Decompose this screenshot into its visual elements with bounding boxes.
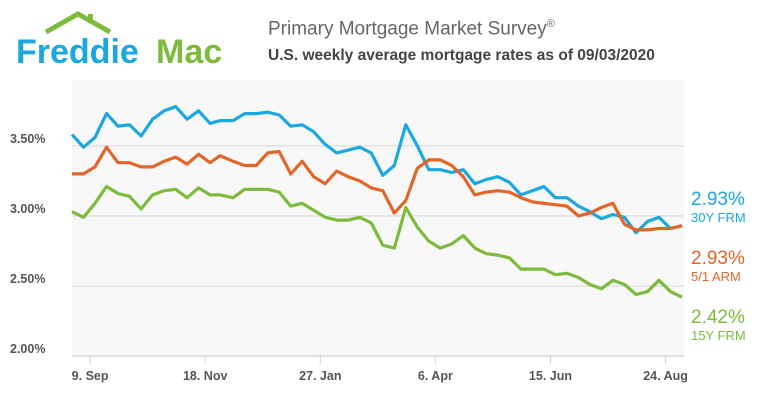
series-line-arm51 xyxy=(72,145,683,232)
legend-arm: 2.93% 5/1 ARM xyxy=(691,249,745,285)
logo-text-freddie: Freddie xyxy=(16,33,139,68)
legend-30y-value: 2.93% xyxy=(691,189,745,210)
y-tick-label: 2.00% xyxy=(10,342,45,356)
x-tick-label: 9. Sep xyxy=(72,369,109,383)
y-tick-label: 3.00% xyxy=(10,202,45,216)
freddie-mac-logo: Freddie Mac xyxy=(16,11,222,68)
legend-arm-value: 2.93% xyxy=(691,248,745,269)
title-text: Primary Mortgage Market Survey xyxy=(268,18,547,40)
legend-30y: 2.93% 30Y FRM xyxy=(691,190,746,226)
y-tick-label: 2.50% xyxy=(10,272,45,286)
logo-text-mac: Mac xyxy=(156,33,222,68)
legend-15y-name: 15Y FRM xyxy=(691,328,746,343)
legend-30y-name: 30Y FRM xyxy=(691,210,746,225)
series-line-frm30 xyxy=(70,104,683,235)
chart-title: Primary Mortgage Market Survey® xyxy=(268,18,555,40)
legend-15y: 2.42% 15Y FRM xyxy=(691,308,746,344)
chart-subtitle: U.S. weekly average mortgage rates as of… xyxy=(268,47,655,64)
x-tick-label: 15. Jun xyxy=(529,369,572,383)
x-tick-label: 24. Aug xyxy=(643,369,688,383)
x-tick-label: 27. Jan xyxy=(299,369,341,383)
legend-15y-value: 2.42% xyxy=(691,307,745,328)
legend-arm-name: 5/1 ARM xyxy=(691,269,741,284)
y-tick-label: 3.50% xyxy=(10,132,45,146)
plot-area xyxy=(72,80,684,356)
x-tick-label: 18. Nov xyxy=(183,369,228,383)
registered-mark: ® xyxy=(546,18,555,30)
house-roof-icon xyxy=(44,11,112,35)
x-tick-label: 6. Apr xyxy=(418,369,453,383)
series-line-frm15 xyxy=(71,184,683,299)
